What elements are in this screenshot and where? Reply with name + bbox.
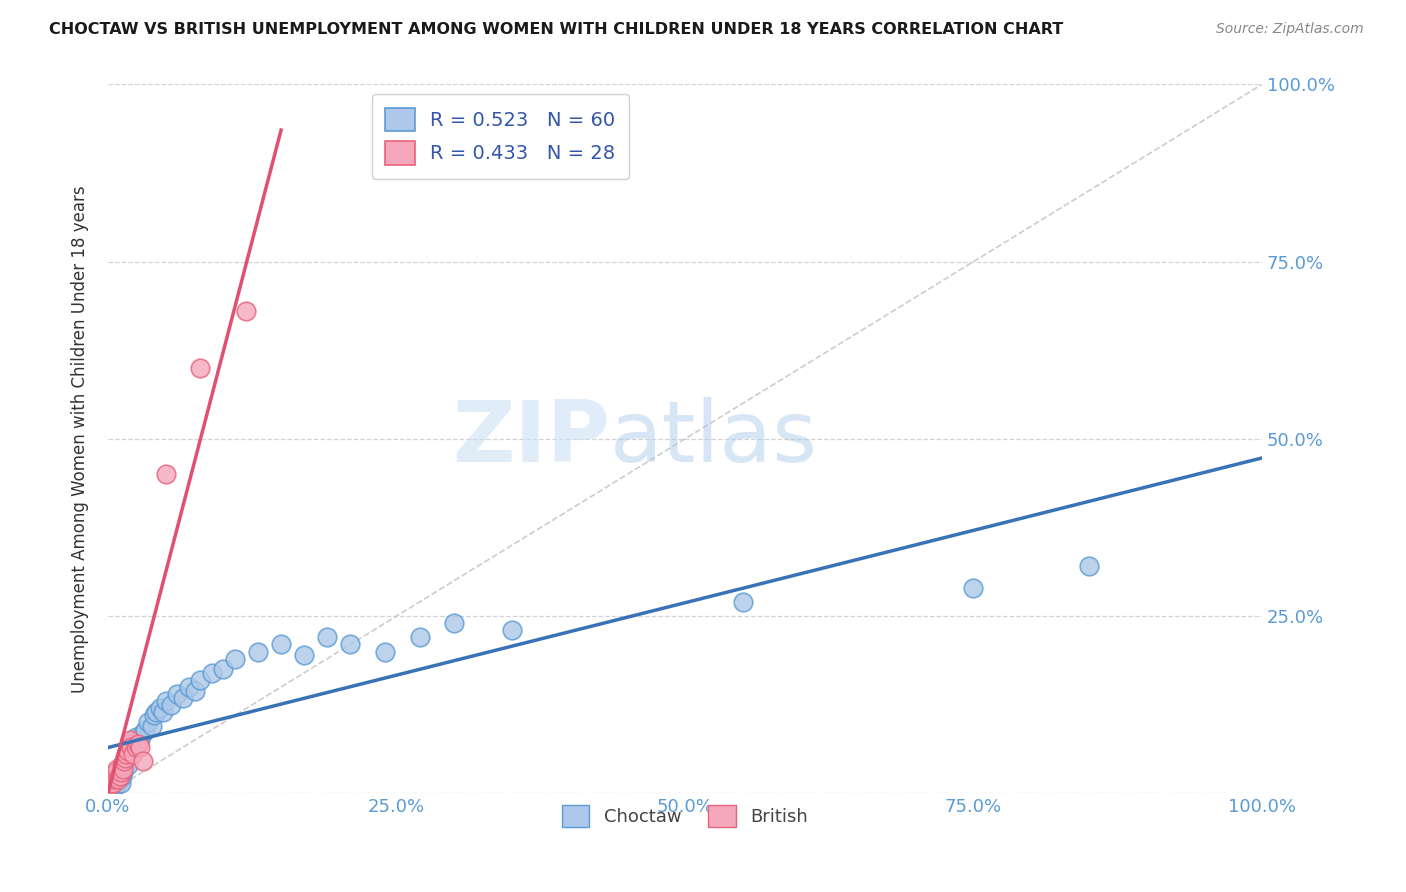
Point [172, 690, 194, 705]
Point [105, 778, 128, 792]
Point [408, 631, 430, 645]
Point [125, 740, 148, 755]
Point [131, 755, 153, 769]
Point [235, 304, 257, 318]
Point [122, 740, 145, 755]
Point [122, 747, 145, 762]
Point [270, 638, 292, 652]
Point [188, 361, 211, 376]
Point [246, 644, 269, 658]
Point [143, 708, 166, 723]
Text: ZIP: ZIP [453, 398, 610, 481]
Point [103, 778, 125, 792]
Point [731, 595, 754, 609]
Point [155, 467, 177, 482]
Point [105, 765, 128, 780]
Point [111, 762, 134, 776]
Point [118, 747, 141, 762]
Point [224, 651, 246, 665]
Point [160, 698, 183, 712]
Point [114, 758, 136, 772]
Point [103, 772, 125, 787]
Point [110, 775, 132, 789]
Point [105, 762, 128, 776]
Point [108, 769, 131, 783]
Point [110, 765, 132, 780]
Point [101, 775, 124, 789]
Point [117, 744, 139, 758]
Point [111, 765, 134, 780]
Point [127, 737, 149, 751]
Point [98, 775, 121, 789]
Point [101, 780, 124, 795]
Point [131, 726, 153, 740]
Point [111, 758, 134, 772]
Point [108, 762, 131, 776]
Legend: Choctaw, British: Choctaw, British [555, 797, 815, 834]
Point [129, 740, 152, 755]
Point [111, 758, 134, 772]
Point [100, 779, 122, 793]
Point [155, 694, 177, 708]
Point [316, 631, 339, 645]
Point [183, 683, 205, 698]
Text: Source: ZipAtlas.com: Source: ZipAtlas.com [1216, 22, 1364, 37]
Point [120, 737, 142, 751]
Point [1077, 559, 1099, 574]
Point [108, 772, 131, 787]
Point [107, 772, 129, 787]
Point [443, 616, 465, 631]
Point [292, 648, 315, 662]
Point [166, 687, 188, 701]
Point [107, 773, 129, 788]
Point [177, 680, 200, 694]
Y-axis label: Unemployment Among Women with Children Under 18 years: Unemployment Among Women with Children U… [72, 185, 89, 693]
Point [98, 780, 121, 795]
Point [134, 723, 156, 737]
Point [127, 737, 149, 751]
Point [117, 758, 139, 772]
Point [103, 775, 125, 789]
Point [98, 779, 121, 793]
Text: atlas: atlas [610, 398, 818, 481]
Point [118, 744, 141, 758]
Point [114, 751, 136, 765]
Point [105, 775, 128, 789]
Point [138, 715, 160, 730]
Point [98, 782, 121, 797]
Point [118, 737, 141, 751]
Point [105, 769, 128, 783]
Point [962, 581, 984, 595]
Point [149, 701, 172, 715]
Point [152, 705, 174, 719]
Point [374, 644, 396, 658]
Point [104, 769, 127, 783]
Point [100, 772, 122, 787]
Point [118, 733, 141, 747]
Text: CHOCTAW VS BRITISH UNEMPLOYMENT AMONG WOMEN WITH CHILDREN UNDER 18 YEARS CORRELA: CHOCTAW VS BRITISH UNEMPLOYMENT AMONG WO… [49, 22, 1063, 37]
Point [212, 662, 235, 676]
Point [129, 733, 152, 747]
Point [201, 665, 224, 680]
Point [105, 772, 128, 787]
Point [120, 740, 142, 755]
Point [145, 705, 167, 719]
Point [125, 730, 148, 744]
Point [339, 638, 361, 652]
Point [115, 751, 138, 765]
Point [107, 765, 129, 780]
Point [188, 673, 211, 687]
Point [111, 769, 134, 783]
Point [104, 779, 127, 793]
Point [112, 755, 135, 769]
Point [112, 755, 135, 769]
Point [501, 624, 523, 638]
Point [141, 719, 163, 733]
Point [115, 747, 138, 762]
